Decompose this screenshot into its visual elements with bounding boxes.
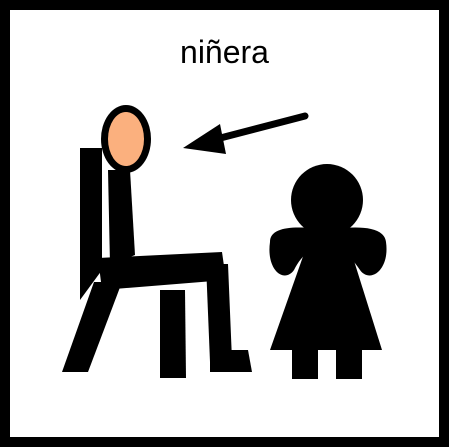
pictogram-word: niñera bbox=[180, 34, 269, 70]
seated-adult-icon bbox=[62, 105, 252, 378]
face-icon bbox=[108, 112, 144, 166]
child-icon bbox=[269, 164, 387, 379]
arrow-icon bbox=[183, 112, 309, 154]
